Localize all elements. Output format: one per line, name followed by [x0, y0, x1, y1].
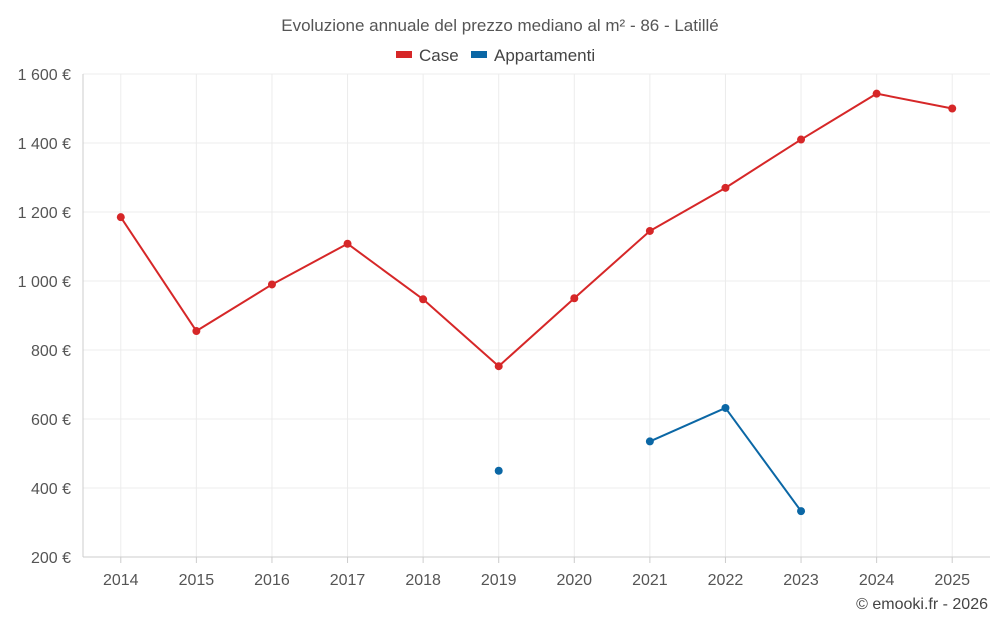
data-point-appartamenti-2021	[645, 437, 654, 446]
data-point-appartamenti-2022	[721, 403, 730, 412]
x-tick-label: 2017	[330, 572, 366, 589]
x-tick-label: 2024	[859, 572, 895, 589]
legend-label-case: Case	[419, 46, 459, 65]
x-tick-label: 2020	[556, 572, 592, 589]
x-tick-label: 2021	[632, 572, 668, 589]
data-point-case-2015	[192, 327, 201, 336]
legend-swatch-case	[396, 51, 412, 58]
chart-title: Evoluzione annuale del prezzo mediano al…	[281, 16, 719, 35]
legend-swatch-appartamenti	[471, 51, 487, 58]
y-tick-label: 400 €	[31, 481, 71, 498]
x-tick-label: 2019	[481, 572, 517, 589]
y-tick-label: 600 €	[31, 412, 71, 429]
data-point-case-2019	[494, 362, 503, 371]
data-point-case-2016	[267, 280, 276, 289]
axes: 200 € 400 € 600 € 800 € 1 000 € 1 200 € 1 400 …	[18, 67, 990, 589]
series	[116, 89, 957, 516]
data-point-case-2021	[645, 226, 654, 235]
y-tick-label: 1 200 €	[18, 205, 71, 222]
legend-label-appartamenti: Appartamenti	[494, 46, 595, 65]
y-tick-label: 1 000 €	[18, 274, 71, 291]
footer-credit: © emooki.fr - 2026	[856, 596, 988, 613]
y-tick-label: 800 €	[31, 343, 71, 360]
legend: Case Appartamenti	[396, 46, 595, 65]
x-tick-label: 2025	[934, 572, 970, 589]
data-point-appartamenti-2019	[494, 466, 503, 475]
series-appartamenti	[494, 403, 806, 516]
x-tick-label: 2022	[708, 572, 744, 589]
data-point-case-2025	[948, 104, 957, 113]
grid	[83, 73, 990, 557]
y-tick-label: 1 600 €	[18, 67, 71, 84]
series-case	[116, 89, 957, 371]
y-tick-label: 1 400 €	[18, 136, 71, 153]
data-point-case-2024	[872, 89, 881, 98]
data-point-case-2014	[116, 213, 125, 222]
x-tick-label: 2015	[179, 572, 215, 589]
data-point-case-2020	[570, 294, 579, 303]
data-point-case-2018	[419, 295, 428, 304]
y-tick-label: 200 €	[31, 550, 71, 567]
data-point-case-2023	[797, 135, 806, 144]
data-point-appartamenti-2023	[797, 507, 806, 516]
data-point-case-2017	[343, 239, 352, 248]
x-tick-label: 2023	[783, 572, 819, 589]
x-tick-label: 2014	[103, 572, 139, 589]
data-point-case-2022	[721, 183, 730, 192]
x-tick-label: 2016	[254, 572, 290, 589]
x-tick-label: 2018	[405, 572, 441, 589]
series-line-case	[119, 92, 953, 368]
